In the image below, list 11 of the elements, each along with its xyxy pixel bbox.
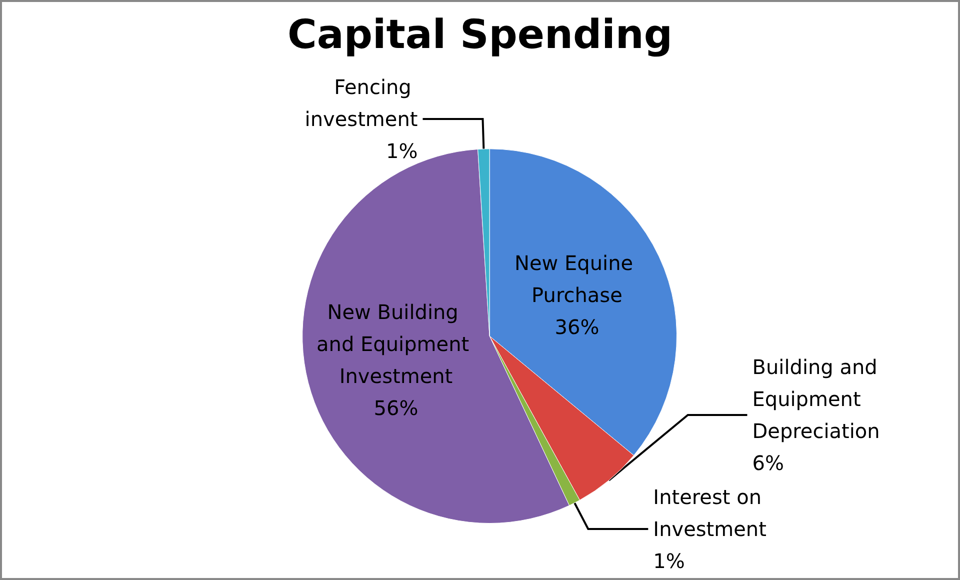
data-label: 56% — [374, 396, 418, 420]
data-label: 6% — [752, 451, 784, 475]
data-label: 1% — [386, 138, 418, 163]
chart-title: Capital Spending — [288, 12, 672, 58]
data-label: 1% — [653, 549, 685, 573]
slice-label: New Building and Equipment Investment — [316, 300, 476, 388]
slice-label: New Equine Purchase — [514, 250, 640, 307]
slice-label: Fencing investment — [304, 74, 418, 131]
slice-label: Interest on Investment — [653, 485, 768, 541]
data-label: 36% — [554, 314, 600, 339]
slice-label: Building and Equipment Depreciation — [752, 355, 884, 443]
